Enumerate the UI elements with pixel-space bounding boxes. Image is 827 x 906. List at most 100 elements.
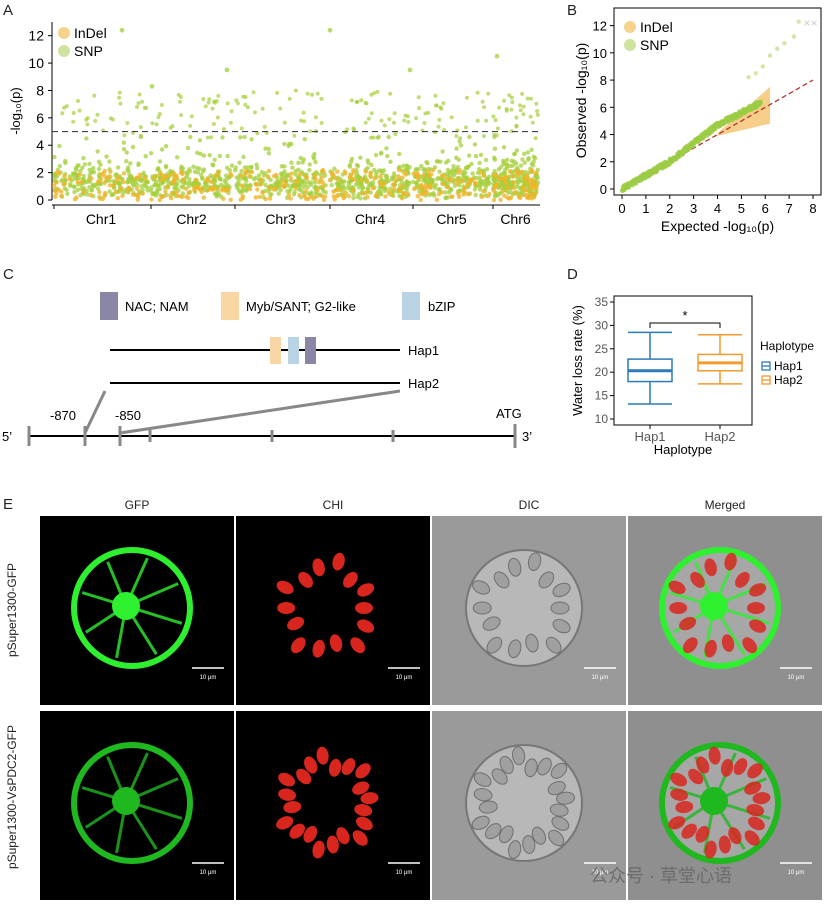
- indel-point: [373, 193, 378, 199]
- chloroplast: [744, 830, 760, 846]
- gfp-strand: [669, 591, 715, 608]
- snp-point: [302, 181, 308, 186]
- gfp-strand: [115, 800, 128, 854]
- chloroplast: [277, 602, 296, 614]
- snp-point: [245, 105, 250, 110]
- indel-point: [108, 169, 113, 174]
- indel-point: [183, 186, 189, 191]
- snp-point: [501, 145, 507, 150]
- snp-point: [185, 145, 191, 151]
- snp-point: [163, 164, 169, 170]
- snp-point: [201, 169, 206, 174]
- snp-point: [216, 191, 222, 197]
- indel-point: [481, 188, 486, 194]
- indel-point: [530, 169, 535, 174]
- snp-point: [518, 174, 524, 179]
- snp-point: [313, 159, 318, 165]
- y-tick-label: 2: [36, 165, 44, 181]
- snp-point: [482, 182, 488, 187]
- snp-point: [535, 109, 540, 114]
- snp-point: [517, 179, 522, 184]
- snp-point: [96, 166, 102, 172]
- snp-point: [91, 165, 96, 171]
- indel-point: [99, 172, 104, 177]
- chloroplast: [498, 825, 514, 844]
- snp-point: [425, 161, 430, 166]
- indel-point: [513, 190, 518, 196]
- indel-point: [131, 192, 136, 197]
- snp-point: [312, 180, 318, 185]
- snp-point: [150, 121, 155, 126]
- snp-point: [437, 117, 442, 122]
- indel-point: [523, 175, 528, 181]
- snp-point: [369, 111, 374, 116]
- snp-point: [178, 99, 182, 104]
- myb-legend-label: Myb/SANT; G2-like: [246, 299, 356, 314]
- indel-point: [350, 168, 356, 173]
- indel-point: [293, 185, 298, 191]
- snp-point: [75, 187, 81, 193]
- snp-point: [229, 109, 234, 114]
- snp-point: [215, 115, 220, 120]
- snp-point: [340, 179, 345, 184]
- snp-point: [150, 191, 155, 197]
- indel-point: [140, 191, 145, 196]
- snp-point: [521, 112, 526, 117]
- panel-a-letter: A: [3, 2, 14, 19]
- chloroplast: [746, 803, 765, 817]
- snp-point: [125, 180, 130, 185]
- snp-point: [301, 184, 306, 190]
- indel-point: [134, 175, 139, 181]
- indel-point: [492, 184, 498, 189]
- snp-point: [281, 171, 287, 176]
- snp-point: [92, 93, 97, 98]
- gfp-strand: [106, 561, 128, 607]
- snp-point: [85, 192, 90, 197]
- snp-point: [355, 164, 361, 169]
- snp-point: [175, 155, 180, 160]
- snp-point: [373, 152, 379, 158]
- indel-point: [457, 168, 463, 173]
- indel-point: [510, 180, 516, 185]
- indel-point: [311, 196, 316, 201]
- snp-point: [107, 189, 112, 194]
- indel-point: [165, 184, 171, 189]
- row-label-2: pSuper1300-VsPDC2-GFP: [5, 724, 19, 870]
- chloroplast: [675, 801, 694, 814]
- chloroplast: [276, 816, 294, 830]
- indel-point: [396, 187, 401, 193]
- snp-point: [458, 143, 464, 148]
- snp-point: [262, 124, 267, 129]
- gfp-strand: [713, 604, 771, 625]
- snp-qq-point: [746, 75, 751, 80]
- x-tick-label: 3: [690, 201, 697, 216]
- snp-point: [125, 121, 130, 125]
- indel-point: [331, 189, 336, 194]
- snp-point: [71, 111, 76, 115]
- snp-point: [68, 183, 73, 189]
- chloroplast: [298, 571, 313, 588]
- indel-legend-label: InDel: [640, 19, 673, 35]
- snp-point: [492, 157, 498, 162]
- snp-point: [235, 101, 240, 106]
- snp-point: [239, 168, 244, 174]
- snp-point: [520, 157, 525, 162]
- chloroplast: [537, 757, 552, 776]
- indel-point: [416, 176, 421, 181]
- gfp-strand: [124, 557, 149, 607]
- indel-point: [280, 178, 286, 183]
- snp-point: [404, 163, 409, 168]
- indel-point: [52, 183, 57, 188]
- snp-point: [64, 187, 69, 192]
- snp-point: [292, 189, 297, 195]
- indel-point: [328, 178, 333, 183]
- indel-point: [319, 193, 325, 199]
- snp-point: [251, 90, 256, 95]
- indel-point: [53, 194, 58, 199]
- indel-point: [450, 194, 455, 199]
- snp-point: [437, 169, 442, 174]
- snp-point: [464, 95, 469, 100]
- snp-point: [423, 111, 428, 116]
- snp-point: [372, 91, 376, 96]
- chloroplast: [355, 602, 373, 614]
